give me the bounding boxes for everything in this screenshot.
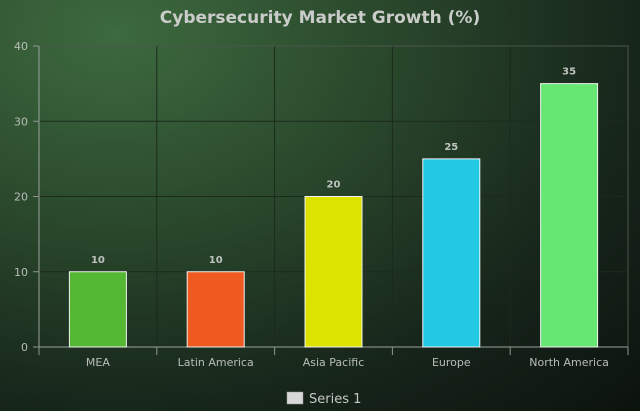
x-tick-label: Europe: [432, 356, 471, 369]
y-tick-label: 30: [14, 115, 28, 128]
bar-latin-america: [186, 271, 245, 348]
x-tick-label: Latin America: [178, 356, 254, 369]
data-label: 10: [209, 255, 223, 266]
chart-title: Cybersecurity Market Growth (%): [160, 8, 480, 28]
legend: Series 1: [286, 391, 361, 407]
y-tick-label: 20: [14, 191, 28, 204]
x-tick-label: North America: [529, 356, 609, 369]
x-tick-label: MEA: [86, 356, 110, 369]
bar-asia-pacific: [304, 196, 363, 348]
data-label: 10: [91, 255, 105, 266]
legend-label-series-1: Series 1: [309, 392, 361, 407]
y-tick-label: 0: [21, 341, 28, 354]
legend-swatch-series-1: [286, 391, 304, 405]
y-tick-label: 10: [14, 266, 28, 279]
data-label: 25: [444, 142, 458, 153]
y-tick-label: 40: [14, 40, 28, 53]
data-label: 20: [327, 180, 341, 191]
data-label: 35: [562, 67, 576, 78]
axes: 0 10 20 30 40 MEA Latin America Asia Pacific Eur…: [14, 40, 629, 369]
bars: [68, 83, 599, 348]
data-labels: 10 10 20 25 35: [91, 67, 576, 266]
x-tick-label: Asia Pacific: [303, 356, 365, 369]
bar-mea: [68, 271, 127, 348]
bar-north-america: [540, 83, 599, 348]
bar-europe: [422, 158, 481, 348]
